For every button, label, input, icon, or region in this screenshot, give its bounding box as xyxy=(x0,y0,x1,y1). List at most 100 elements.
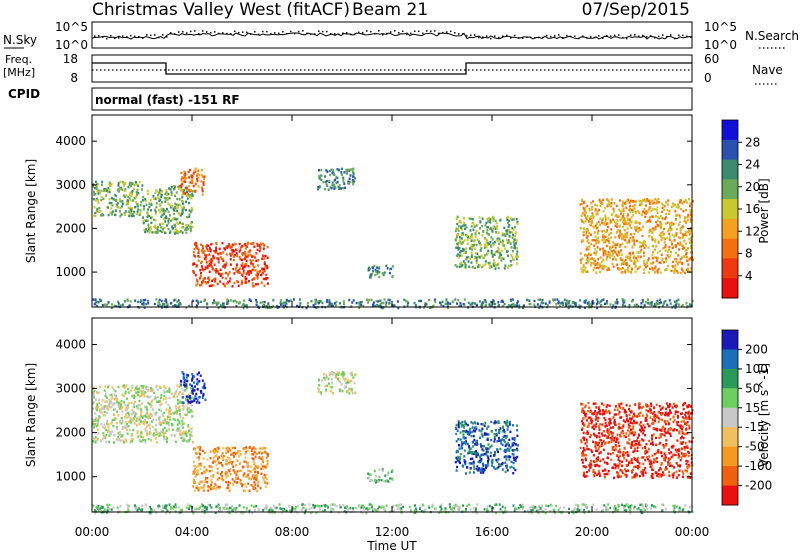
data-cell xyxy=(250,449,253,453)
data-cell xyxy=(136,406,139,410)
data-cell xyxy=(196,282,199,285)
nsearch-dot xyxy=(394,30,396,32)
data-cell xyxy=(338,184,341,187)
data-cell xyxy=(596,204,599,207)
data-cell xyxy=(584,266,587,269)
data-cell xyxy=(420,510,423,513)
nsearch-dot xyxy=(358,31,360,34)
data-cell xyxy=(188,438,191,442)
data-cell xyxy=(222,265,225,268)
data-cell xyxy=(156,388,159,391)
data-cell xyxy=(256,248,259,251)
data-cell xyxy=(370,298,373,301)
nsearch-dot xyxy=(630,34,632,36)
data-cell xyxy=(181,222,184,225)
data-cell xyxy=(282,304,285,308)
data-cell xyxy=(434,300,437,304)
data-cell xyxy=(158,303,161,306)
data-cell xyxy=(488,263,491,267)
data-cell xyxy=(107,426,110,429)
data-cell xyxy=(499,240,502,243)
data-cell xyxy=(264,507,266,510)
data-cell xyxy=(159,404,162,407)
data-cell xyxy=(263,277,266,281)
data-cell xyxy=(351,301,354,304)
data-cell xyxy=(623,508,626,512)
data-cell xyxy=(187,393,190,397)
data-cell xyxy=(120,401,123,404)
data-cell xyxy=(213,299,216,302)
data-cell xyxy=(168,390,171,394)
data-cell xyxy=(622,299,625,303)
data-cell xyxy=(378,271,381,274)
data-cell xyxy=(479,221,482,224)
data-cell xyxy=(162,227,164,231)
data-cell xyxy=(663,204,666,208)
data-cell xyxy=(186,399,189,402)
data-cell xyxy=(183,439,186,442)
data-cell xyxy=(345,170,348,174)
data-cell xyxy=(166,196,169,200)
data-cell xyxy=(100,404,103,407)
data-cell xyxy=(425,303,428,306)
data-cell xyxy=(238,250,241,253)
data-cell xyxy=(207,249,210,252)
data-cell xyxy=(318,388,320,391)
data-cell xyxy=(501,234,504,237)
data-cell xyxy=(121,406,124,409)
data-cell xyxy=(135,391,138,394)
data-cell xyxy=(129,182,132,185)
nsearch-dot xyxy=(574,35,576,37)
data-cell xyxy=(135,195,138,198)
data-cell xyxy=(190,179,193,182)
data-cell xyxy=(621,237,624,240)
data-cell xyxy=(499,251,501,255)
data-cell xyxy=(94,441,97,444)
data-cell xyxy=(327,377,330,381)
data-cell xyxy=(186,379,188,383)
data-cell xyxy=(145,203,148,207)
data-cell xyxy=(215,485,218,489)
data-cell xyxy=(100,198,103,202)
data-cell xyxy=(476,252,479,255)
data-cell xyxy=(619,257,622,260)
data-cell xyxy=(669,229,672,232)
data-cell xyxy=(147,416,150,419)
data-cell xyxy=(371,509,374,512)
nsearch-dot xyxy=(582,35,584,37)
data-cell xyxy=(659,222,662,225)
data-cell xyxy=(508,229,511,232)
data-cell xyxy=(203,177,206,180)
data-cell xyxy=(107,187,110,190)
data-cell xyxy=(498,254,501,257)
data-cell xyxy=(559,302,562,305)
data-cell xyxy=(680,268,683,271)
data-cell xyxy=(654,240,657,243)
data-cell xyxy=(629,210,632,214)
nsearch-dot xyxy=(386,32,388,35)
data-cell xyxy=(192,185,195,188)
data-cell xyxy=(126,503,129,507)
data-cell xyxy=(690,267,693,270)
data-cell xyxy=(191,193,193,196)
power-cells xyxy=(92,167,694,310)
data-cell xyxy=(481,217,484,220)
data-cell xyxy=(142,386,144,390)
data-cell xyxy=(233,253,236,257)
data-cell xyxy=(510,231,513,234)
data-cell xyxy=(486,226,489,229)
data-cell xyxy=(153,391,156,395)
data-cell xyxy=(119,215,122,218)
data-cell xyxy=(654,215,657,218)
data-cell xyxy=(106,509,109,512)
data-cell xyxy=(113,416,116,420)
data-cell xyxy=(244,489,247,492)
data-cell xyxy=(661,304,664,308)
data-cell xyxy=(204,256,207,259)
data-cell xyxy=(188,395,191,398)
data-cell xyxy=(223,284,226,287)
data-cell xyxy=(201,267,204,270)
data-cell xyxy=(614,246,617,249)
data-cell xyxy=(655,209,658,212)
data-cell xyxy=(189,434,192,437)
